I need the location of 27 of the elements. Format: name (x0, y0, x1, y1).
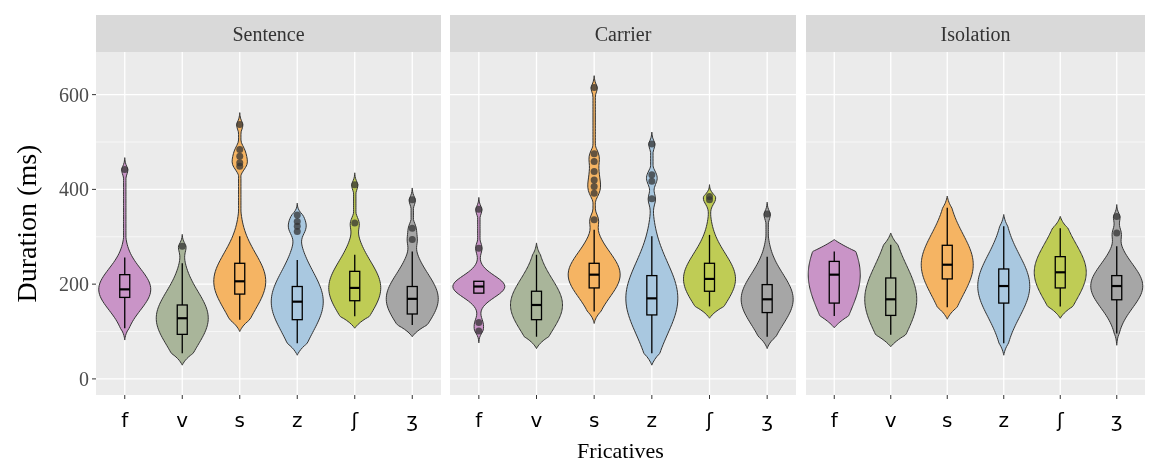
x-tick-label: s (588, 408, 600, 432)
x-tick-label: ʒ (1110, 408, 1123, 432)
y-tick-label: 200 (59, 273, 89, 296)
y-axis-title: Duration (ms) (11, 144, 42, 303)
x-tick-label: f (475, 408, 484, 432)
x-tick-label: v (884, 408, 897, 432)
x-tick-label: ʃ (1055, 408, 1065, 432)
x-axis-title: Fricatives (577, 438, 664, 463)
x-tick-label: s (942, 408, 953, 432)
x-tick-label: ʃ (350, 408, 360, 432)
y-tick-label: 600 (59, 83, 89, 106)
x-tick-label: v (530, 408, 543, 432)
x-tick-label: ʒ (406, 408, 419, 432)
y-tick-label: 400 (59, 178, 89, 201)
x-tick-label: z (998, 408, 1009, 432)
x-tick-label: f (121, 408, 130, 432)
y-tick-label: 0 (79, 367, 89, 390)
x-tick-label: ʒ (761, 408, 773, 432)
x-tick-label: f (830, 408, 839, 432)
x-tick-label: v (176, 408, 189, 432)
x-tick-label: z (646, 408, 658, 432)
chart-title: Sentence (232, 22, 305, 45)
chart-title: Carrier (594, 22, 652, 45)
x-tick-label: z (292, 408, 303, 432)
x-tick-label: s (234, 408, 245, 432)
chart-title: Isolation (940, 22, 1011, 45)
x-tick-label: ʃ (705, 408, 715, 432)
